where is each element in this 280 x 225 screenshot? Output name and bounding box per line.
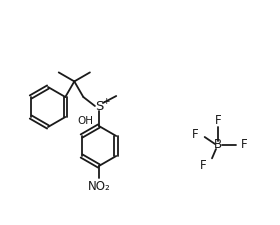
Text: S: S — [95, 99, 103, 112]
Text: F: F — [241, 139, 247, 151]
Text: F: F — [200, 159, 206, 172]
Text: B: B — [214, 139, 222, 151]
Text: F: F — [215, 113, 221, 126]
Text: F: F — [192, 128, 199, 142]
Text: NO₂: NO₂ — [88, 180, 110, 193]
Text: +: + — [102, 97, 110, 106]
Text: OH: OH — [77, 116, 93, 126]
